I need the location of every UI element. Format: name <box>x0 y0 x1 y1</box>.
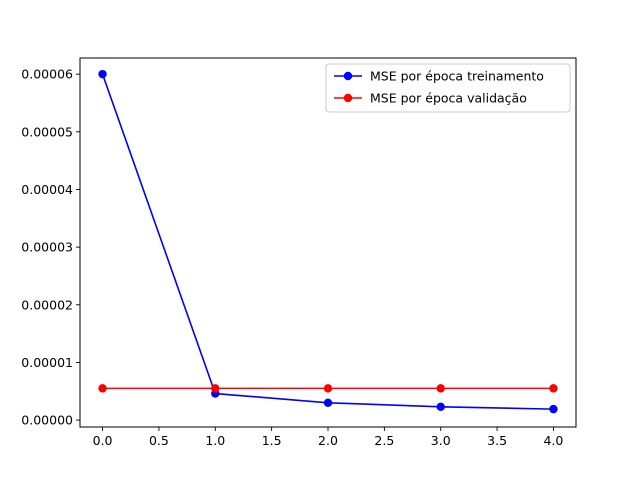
data-point-1 <box>211 384 220 393</box>
y-tick-label: 0.00005 <box>21 124 73 139</box>
series-line-0 <box>101 73 554 410</box>
y-tick-label: 0.00003 <box>21 240 73 255</box>
legend: MSE por época treinamento MSE por época v… <box>325 63 571 113</box>
plot-frame <box>79 57 577 428</box>
y-tick-label: 0.00001 <box>21 355 73 370</box>
data-point-1 <box>323 384 333 393</box>
legend-box <box>325 63 571 113</box>
legend-swatch-marker <box>343 93 353 103</box>
y-tick-label: 0.00004 <box>21 182 73 197</box>
x-tick-label: 1.5 <box>262 433 282 448</box>
data-point-1 <box>98 384 107 393</box>
y-tick-label: 0.00000 <box>21 413 73 428</box>
data-point-0 <box>549 404 558 414</box>
y-tick-label: 0.00006 <box>21 67 73 82</box>
data-point-0 <box>323 398 333 407</box>
x-tick-label: 2.0 <box>318 433 338 448</box>
x-tick-label: 1.0 <box>205 433 225 448</box>
data-point-1 <box>436 384 445 393</box>
x-tick-label: 3.0 <box>431 433 451 448</box>
legend-label: MSE por época validação <box>370 91 527 106</box>
legend-label: MSE por época treinamento <box>370 69 544 84</box>
x-tick-label: 2.5 <box>374 433 394 448</box>
data-point-1 <box>549 384 558 393</box>
series-layer <box>98 69 558 414</box>
data-point-0 <box>98 69 107 79</box>
x-tick-label: 0.5 <box>149 433 169 448</box>
x-tick-label: 3.5 <box>487 433 507 448</box>
legend-swatch-marker <box>343 71 353 81</box>
x-tick-label: 0.0 <box>93 433 113 448</box>
y-tick-label: 0.00002 <box>21 297 73 312</box>
y-axis: 0.00000 0.00001 0.00002 0.00003 0.00004 0.000… <box>21 67 80 428</box>
x-tick-label: 4.0 <box>544 433 564 448</box>
data-point-0 <box>436 402 445 412</box>
x-axis: 0.0 0.5 1.0 1.5 2.0 2.5 3.0 3.5 4.0 <box>93 427 564 448</box>
